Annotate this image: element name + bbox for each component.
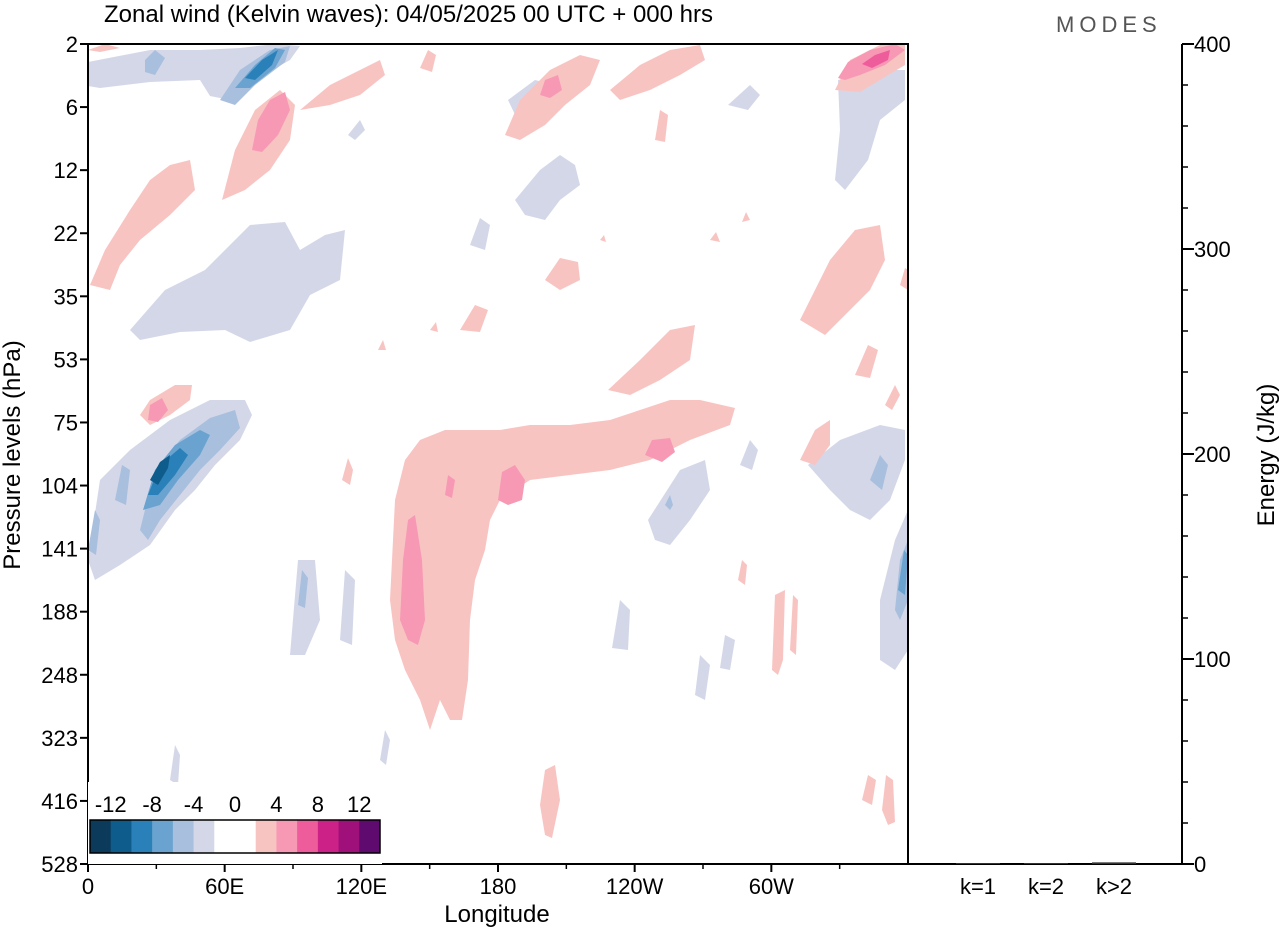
energy-bar (1092, 862, 1136, 864)
legend-swatch (214, 820, 236, 853)
y-tick-label: 248 (41, 663, 78, 688)
y-tick-label: 416 (41, 789, 78, 814)
x-tick-label: 60W (749, 874, 794, 899)
x-tick-label: 180 (480, 874, 517, 899)
legend-swatch (152, 820, 174, 853)
y-axis-ticks: 2 6 12 22 35 53 75 104 141 188 248 323 416 528 (41, 32, 88, 877)
x-tick-label: 120E (336, 874, 387, 899)
energy-category-label: k=1 (960, 874, 996, 899)
legend-frame (89, 819, 381, 854)
energy-tick-label: 100 (1194, 647, 1231, 672)
energy-bars (956, 862, 1136, 864)
energy-tick-label: 400 (1194, 32, 1231, 57)
x-tick-label: 60E (205, 874, 244, 899)
legend-swatch (110, 820, 132, 853)
legend-label: 4 (270, 792, 282, 817)
legend-swatch (276, 820, 298, 853)
y-tick-label: 104 (41, 474, 78, 499)
legend-swatch (172, 820, 195, 853)
color-legend: -12 -8 -4 0 4 8 12 (88, 782, 382, 864)
x-axis-ticks: 0 60E 120E 180 120W 60W (82, 864, 841, 899)
contour-field (88, 44, 908, 838)
legend-swatch (338, 820, 360, 853)
y-tick-label: 528 (41, 852, 78, 877)
y-tick-label: 35 (54, 284, 78, 309)
legend-label: -8 (142, 792, 162, 817)
energy-axis-label: Energy (J/kg) (1253, 384, 1280, 527)
energy-axis-ticks: 0 100 200 300 400 (1182, 32, 1231, 877)
legend-swatch (297, 820, 319, 853)
legend-label: -12 (95, 792, 127, 817)
x-tick-label: 120W (606, 874, 664, 899)
legend-swatch (235, 820, 257, 853)
y-tick-label: 75 (54, 410, 78, 435)
legend-label: -4 (184, 792, 204, 817)
legend-swatch (317, 820, 340, 853)
energy-tick-label: 300 (1194, 237, 1231, 262)
y-tick-label: 188 (41, 600, 78, 625)
y-tick-label: 6 (66, 95, 78, 120)
energy-tick-label: 0 (1194, 852, 1206, 877)
x-axis-label: Longitude (444, 901, 549, 928)
y-tick-label: 323 (41, 726, 78, 751)
legend-label: 12 (347, 792, 371, 817)
energy-categories: k=1 k=2 k>2 (960, 874, 1132, 899)
energy-bar (956, 863, 1000, 864)
legend-swatch (359, 820, 381, 853)
legend-swatch (193, 820, 215, 853)
y-axis-label: Pressure levels (hPa) (0, 340, 26, 569)
energy-bar (1024, 863, 1068, 864)
brand-logo: MODES (1056, 12, 1162, 37)
legend-label: 8 (312, 792, 324, 817)
y-tick-label: 22 (54, 221, 78, 246)
legend-swatch (131, 820, 153, 853)
y-tick-label: 53 (54, 347, 78, 372)
x-tick-label: 0 (82, 874, 94, 899)
energy-category-label: k=2 (1028, 874, 1064, 899)
y-tick-label: 12 (54, 158, 78, 183)
legend-label: 0 (229, 792, 241, 817)
y-tick-label: 141 (41, 537, 78, 562)
energy-category-label: k>2 (1096, 874, 1132, 899)
legend-swatch (90, 820, 112, 853)
chart-title: Zonal wind (Kelvin waves): 04/05/2025 00… (104, 1, 713, 28)
y-tick-label: 2 (66, 32, 78, 57)
legend-swatch (255, 820, 277, 853)
energy-tick-label: 200 (1194, 442, 1231, 467)
